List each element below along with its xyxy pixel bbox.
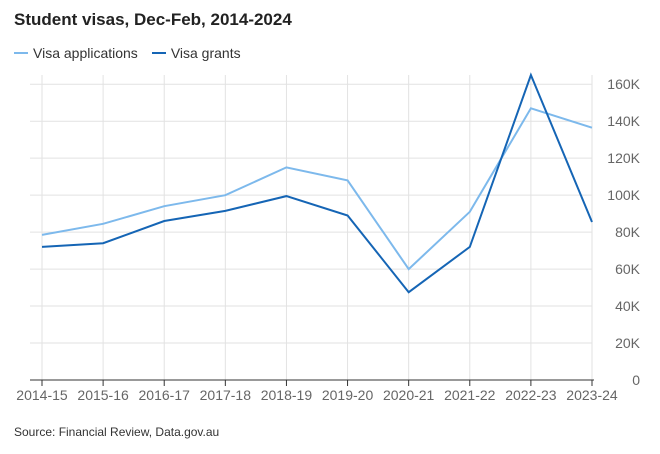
y-tick-label: 100K	[607, 187, 640, 203]
legend-swatch-applications	[14, 52, 28, 54]
x-tick-label: 2021-22	[444, 387, 496, 403]
x-tick-label: 2020-21	[383, 387, 435, 403]
x-tick-label: 2017-18	[200, 387, 252, 403]
y-tick-label: 80K	[615, 224, 641, 240]
legend-item-grants: Visa grants	[151, 45, 241, 61]
legend: Visa applications Visa grants	[14, 45, 255, 61]
y-tick-label: 140K	[607, 113, 640, 129]
x-tick-label: 2019-20	[322, 387, 374, 403]
y-tick-label: 160K	[607, 76, 640, 92]
chart-title: Student visas, Dec-Feb, 2014-2024	[14, 10, 292, 29]
series-line-grants	[41, 72, 593, 294]
source-note: Source: Financial Review, Data.gov.au	[14, 425, 220, 439]
legend-item-applications: Visa applications	[14, 45, 138, 61]
y-tick-label: 40K	[615, 298, 641, 314]
x-tick-label: 2023-24	[566, 387, 618, 403]
legend-label-grants: Visa grants	[170, 45, 241, 61]
x-tick-label: 2015-16	[77, 387, 129, 403]
legend-swatch-grants	[151, 52, 166, 54]
legend-label-applications: Visa applications	[33, 45, 138, 61]
x-tick-label: 2014-15	[16, 387, 68, 403]
x-tick-label: 2018-19	[261, 387, 313, 403]
y-tick-label: 0	[632, 372, 640, 388]
x-tick-label: 2016-17	[139, 387, 191, 403]
y-tick-label: 20K	[615, 335, 641, 351]
x-tick-label: 2022-23	[505, 387, 557, 403]
y-tick-label: 120K	[607, 150, 640, 166]
y-tick-label: 60K	[615, 261, 641, 277]
